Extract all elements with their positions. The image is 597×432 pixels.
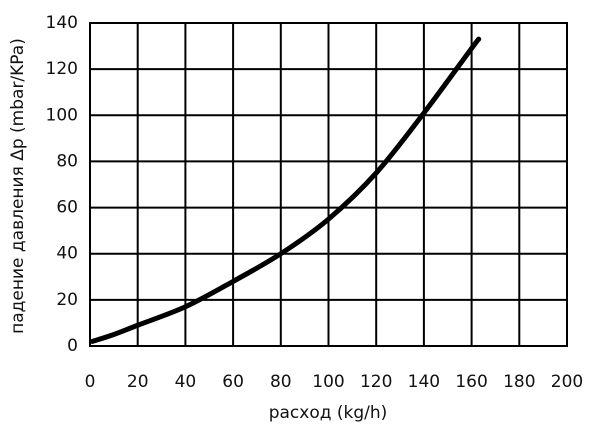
x-tick-label: 40 — [175, 372, 197, 392]
y-tick-label: 120 — [46, 59, 78, 79]
x-tick-label: 60 — [222, 372, 244, 392]
y-tick-label: 40 — [56, 244, 78, 264]
x-tick-label: 140 — [408, 372, 440, 392]
y-axis-label: падение давления Δp (mbar/KPa) — [8, 38, 28, 334]
x-tick-label: 0 — [85, 372, 96, 392]
x-tick-label: 100 — [312, 372, 344, 392]
x-tick-label: 200 — [551, 372, 583, 392]
data-line — [89, 36, 482, 344]
plot-frame — [89, 22, 568, 347]
y-tick-label: 20 — [56, 290, 78, 310]
x-tick-label: 20 — [127, 372, 149, 392]
y-tick-label: 140 — [46, 13, 78, 33]
y-tick-label: 0 — [67, 336, 78, 356]
y-tick-label: 100 — [46, 105, 78, 125]
y-tick-label: 80 — [56, 151, 78, 171]
x-tick-label: 120 — [360, 372, 392, 392]
x-tick-label: 160 — [455, 372, 487, 392]
x-tick-label: 80 — [270, 372, 292, 392]
x-tick-label: 180 — [503, 372, 535, 392]
y-tick-label: 60 — [56, 198, 78, 218]
x-axis-label: расход (kg/h) — [269, 403, 388, 423]
